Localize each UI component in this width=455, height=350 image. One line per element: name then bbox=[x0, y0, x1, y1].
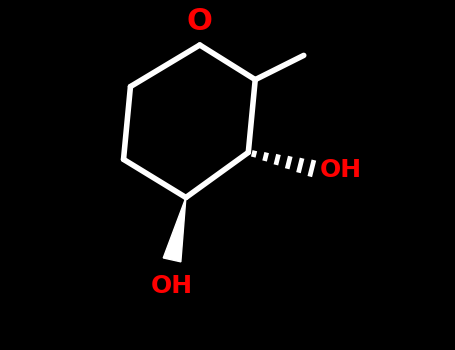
Text: O: O bbox=[187, 7, 212, 36]
Text: OH: OH bbox=[151, 274, 193, 298]
Text: OH: OH bbox=[319, 158, 361, 182]
Polygon shape bbox=[163, 197, 186, 262]
